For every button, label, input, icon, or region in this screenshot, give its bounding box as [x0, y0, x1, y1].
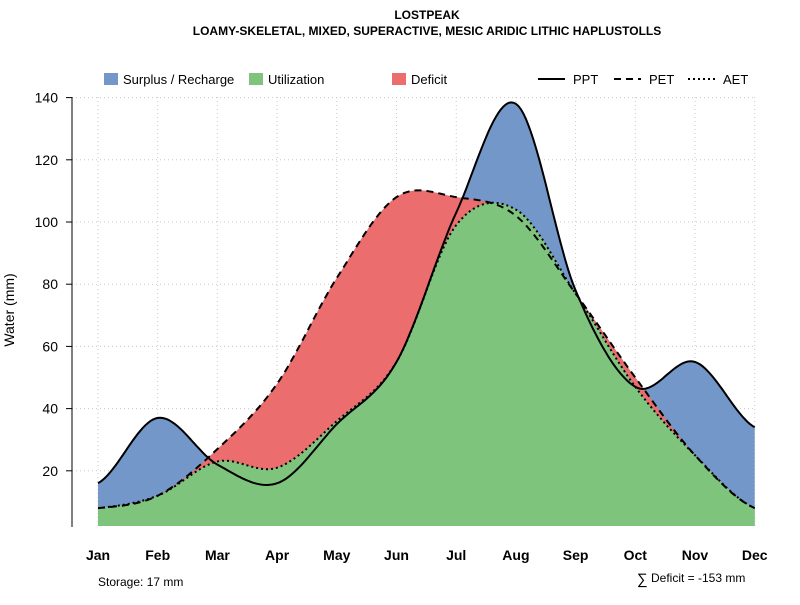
legend-label-ppt: PPT [573, 72, 598, 87]
storage-annotation: Storage: 17 mm [98, 575, 183, 589]
area-deficit [98, 190, 755, 509]
x-tick-label: Dec [742, 547, 768, 563]
x-tick-label: Sep [563, 547, 589, 563]
y-tick-label: 20 [42, 463, 58, 479]
x-tick-label: Feb [145, 547, 170, 563]
deficit-annotation: Deficit = -153 mm [651, 571, 745, 585]
legend-swatch-surplus [104, 73, 118, 85]
x-tick-label: Mar [205, 547, 230, 563]
x-tick-label: Jul [446, 547, 466, 563]
y-tick-label: 100 [35, 214, 59, 230]
x-tick-label: Jan [86, 547, 110, 563]
x-tick-label: Aug [502, 547, 529, 563]
y-tick-label: 40 [42, 401, 58, 417]
x-tick-label: Apr [265, 547, 290, 563]
series-lines [97, 101, 756, 510]
legend-label-utilization: Utilization [268, 72, 324, 87]
chart-subtitle: LOAMY-SKELETAL, MIXED, SUPERACTIVE, MESI… [193, 24, 661, 38]
y-tick-label: 60 [42, 338, 58, 354]
chart-title: LOSTPEAK [394, 8, 460, 22]
legend-swatch-deficit [392, 73, 406, 85]
legend-label-pet: PET [649, 72, 674, 87]
x-tick-label: Jun [384, 547, 409, 563]
y-tick-label: 120 [35, 152, 59, 168]
area-utilization [98, 202, 755, 526]
legend-swatch-utilization [249, 73, 263, 85]
legend-label-surplus: Surplus / Recharge [123, 72, 234, 87]
y-axis-label: Water (mm) [1, 273, 17, 346]
series-line-pet [97, 189, 756, 510]
x-axis-ticks: Jan Feb Mar Apr May Jun Jul Aug Sep Oct Nov Dec [86, 547, 768, 563]
area-layers [98, 102, 755, 526]
legend-label-aet: AET [723, 72, 748, 87]
legend-label-deficit: Deficit [411, 72, 448, 87]
sum-icon: ∑ [637, 571, 648, 588]
y-tick-label: 80 [42, 276, 58, 292]
x-tick-label: Oct [624, 547, 648, 563]
y-tick-label: 140 [35, 90, 59, 106]
x-tick-label: May [323, 547, 350, 563]
series-line-aet [97, 201, 756, 510]
y-axis-ticks: 20 40 60 80 100 120 140 [35, 90, 72, 479]
legend: Surplus / Recharge Utilization Deficit P… [104, 72, 748, 87]
x-tick-label: Nov [682, 547, 709, 563]
